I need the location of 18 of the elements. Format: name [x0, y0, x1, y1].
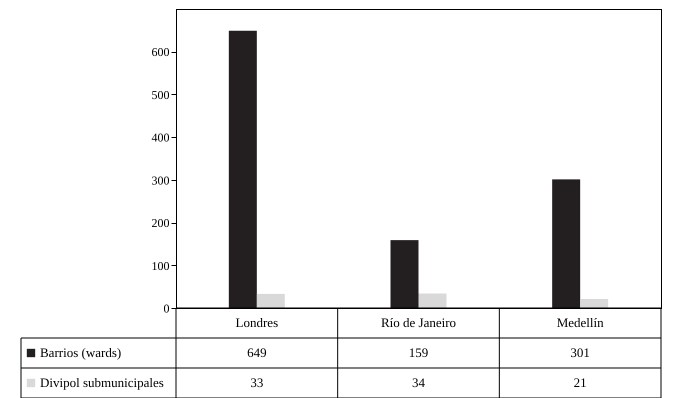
data-label: 34: [412, 375, 426, 390]
x-tick-label: Londres: [236, 315, 278, 330]
data-label: 33: [250, 375, 264, 390]
y-tick-label: 100: [152, 258, 170, 273]
legend-label: Divipol submunicipales: [40, 375, 164, 390]
y-tick-label: 200: [152, 216, 170, 230]
y-tick-label: 600: [152, 45, 170, 60]
data-label: 649: [247, 345, 267, 360]
y-tick-label: 500: [152, 88, 170, 102]
x-tick-label: Río de Janeiro: [380, 315, 456, 330]
y-tick-label: 300: [152, 173, 170, 188]
y-tick-label: 0: [164, 302, 170, 316]
data-label: 301: [570, 345, 590, 360]
data-label: 21: [574, 375, 587, 390]
x-tick-label: Medellín: [556, 315, 604, 330]
y-tick-label: 400: [152, 130, 170, 145]
legend-label: Barrios (wards): [40, 345, 122, 360]
data-label: 159: [408, 345, 428, 360]
